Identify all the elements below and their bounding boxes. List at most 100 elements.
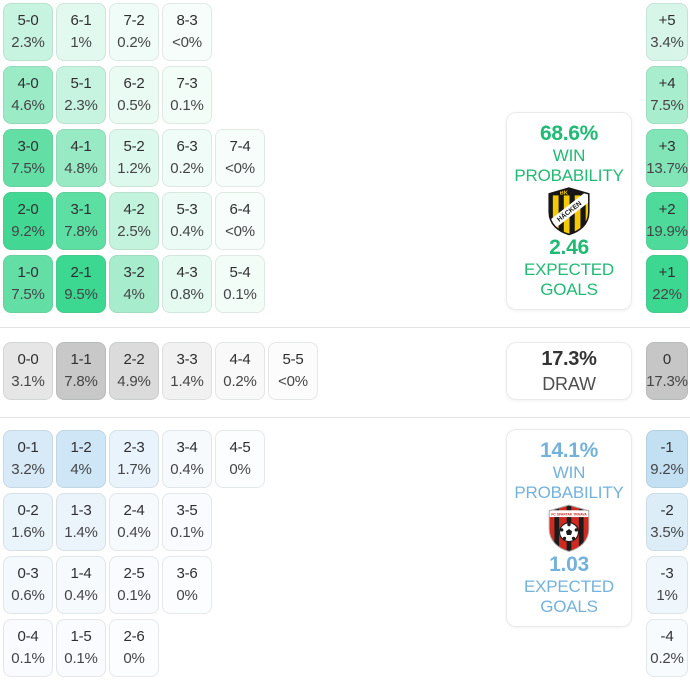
goal-diff-value: +1 [658, 264, 676, 281]
score-probability: 4.9% [117, 373, 151, 390]
scoreline: 2-6 [123, 628, 145, 645]
scoreline: 7-2 [123, 12, 145, 29]
score-cell-5-3: 5-3 0.4% [162, 192, 212, 250]
scoreline: 0-0 [17, 351, 39, 368]
score-cell-0-0: 0-0 3.1% [3, 342, 53, 400]
score-probability: 0.5% [117, 97, 151, 114]
scoreline: 4-1 [70, 138, 92, 155]
score-cell-5-0: 5-0 2.3% [3, 3, 53, 61]
score-probability: 2.3% [64, 97, 98, 114]
away-matrix-row-2: 0-2 1.6% 1-3 1.4% 2-4 0.4% 3-5 0.1% [3, 493, 265, 551]
score-cell-0-3: 0-3 0.6% [3, 556, 53, 614]
score-probability: 9.5% [64, 286, 98, 303]
score-probability: 2.5% [117, 223, 151, 240]
goal-diff-value: -2 [660, 502, 674, 519]
score-probability: 4% [70, 461, 92, 478]
goal-diff-probability: 1% [656, 587, 678, 604]
score-probability: 0.6% [11, 587, 45, 604]
goal-diff-probability: 22% [652, 286, 682, 303]
score-probability: 0.4% [64, 587, 98, 604]
away-expected-goals-value: 1.03 [549, 553, 589, 576]
goal-diff-value: 0 [662, 351, 672, 368]
scoreline: 6-1 [70, 12, 92, 29]
score-probability: <0% [225, 160, 255, 177]
score-probability: 0% [123, 650, 145, 667]
home-team-crest: BK HÄCKEN [548, 187, 590, 236]
score-probability: 1.6% [11, 524, 45, 541]
score-probability: 0% [229, 461, 251, 478]
home-expected-goals-value: 2.46 [549, 236, 589, 259]
score-probability: 0.8% [170, 286, 204, 303]
goal-diff-probability: 7.5% [650, 97, 684, 114]
scoreline: 4-2 [123, 201, 145, 218]
score-probability: 7.8% [64, 223, 98, 240]
score-cell-1-5: 1-5 0.1% [56, 619, 106, 677]
score-probability: 0.2% [223, 373, 257, 390]
scoreline: 2-0 [17, 201, 39, 218]
goal-diff-cell-minus-2: -2 3.5% [646, 493, 688, 551]
score-cell-2-5: 2-5 0.1% [109, 556, 159, 614]
score-probability: 7.5% [11, 286, 45, 303]
score-cell-3-4: 3-4 0.4% [162, 430, 212, 488]
score-probability: <0% [225, 223, 255, 240]
score-probability: 0.1% [117, 587, 151, 604]
goal-diff-probability: 9.2% [650, 461, 684, 478]
scoreline: 3-0 [17, 138, 39, 155]
score-cell-0-4: 0-4 0.1% [3, 619, 53, 677]
score-probability: 2.3% [11, 34, 45, 51]
score-probability: 0.1% [64, 650, 98, 667]
home-matrix-row-3: 3-0 7.5% 4-1 4.8% 5-2 1.2% 6-3 0.2% 7-4 <0% [3, 129, 265, 187]
score-probability: 0.1% [11, 650, 45, 667]
score-probability: 0% [176, 587, 198, 604]
home-matrix-row-5: 1-0 7.5% 2-1 9.5% 3-2 4% 4-3 0.8% 5-4 0.1% [3, 255, 265, 313]
scoreline: 0-4 [17, 628, 39, 645]
score-cell-4-4: 4-4 0.2% [215, 342, 265, 400]
goal-diff-probability: 17.3% [646, 373, 688, 390]
goal-diff-value: -4 [660, 628, 674, 645]
scoreline: 5-2 [123, 138, 145, 155]
score-cell-7-2: 7-2 0.2% [109, 3, 159, 61]
scoreline: 2-4 [123, 502, 145, 519]
away-score-matrix: 0-1 3.2% 1-2 4% 2-3 1.7% 3-4 0.4% 4-5 0% 0-2 1… [3, 430, 265, 677]
score-cell-8-3: 8-3 <0% [162, 3, 212, 61]
score-cell-1-4: 1-4 0.4% [56, 556, 106, 614]
draw-score-row: 0-0 3.1% 1-1 7.8% 2-2 4.9% 3-3 1.4% 4-4 0.2% … [3, 342, 318, 400]
draw-probability-value: 17.3% [541, 348, 597, 370]
score-probability: 1.4% [170, 373, 204, 390]
scoreline: 0-1 [17, 439, 39, 456]
goal-diff-probability: 13.7% [646, 160, 688, 177]
away-win-panel: 14.1% WIN PROBABILITY FC SPARTAK TRNAVA [506, 429, 632, 627]
score-cell-4-0: 4-0 4.6% [3, 66, 53, 124]
score-cell-3-1: 3-1 7.8% [56, 192, 106, 250]
crest-stripe [552, 188, 559, 235]
score-cell-0-2: 0-2 1.6% [3, 493, 53, 551]
draw-label: DRAW [542, 374, 596, 394]
score-cell-4-2: 4-2 2.5% [109, 192, 159, 250]
draw-goal-diff-column: 0 17.3% [646, 342, 688, 400]
scoreline: 2-3 [123, 439, 145, 456]
score-probability: 4.8% [64, 160, 98, 177]
score-cell-5-2: 5-2 1.2% [109, 129, 159, 187]
scoreline: 1-3 [70, 502, 92, 519]
scoreline: 7-4 [229, 138, 251, 155]
scoreline: 2-1 [70, 264, 92, 281]
away-win-probability-label: WIN PROBABILITY [514, 463, 624, 502]
score-cell-5-1: 5-1 2.3% [56, 66, 106, 124]
scoreline: 3-2 [123, 264, 145, 281]
score-probability: 0.4% [170, 461, 204, 478]
scoreline: 4-4 [229, 351, 251, 368]
scoreline: 1-0 [17, 264, 39, 281]
goal-diff-cell-plus-2: +2 19.9% [646, 192, 688, 250]
scoreline: 3-5 [176, 502, 198, 519]
draw-panel: 17.3% DRAW [506, 342, 632, 400]
scoreline: 0-2 [17, 502, 39, 519]
section-divider-bottom [0, 417, 690, 418]
score-cell-7-4: 7-4 <0% [215, 129, 265, 187]
scoreline: 4-5 [229, 439, 251, 456]
goal-diff-probability: 3.5% [650, 524, 684, 541]
score-probability: <0% [172, 34, 202, 51]
crest-stripe [585, 188, 589, 235]
goal-diff-probability: 19.9% [646, 223, 688, 240]
score-probability: 1.7% [117, 461, 151, 478]
